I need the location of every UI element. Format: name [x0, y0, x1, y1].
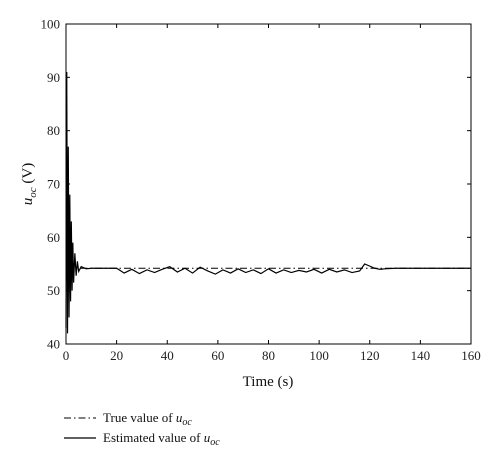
y-tick-label: 80	[47, 123, 60, 138]
legend-label-estimated: Estimated value of uoc	[103, 430, 220, 448]
axis-ticks: 0 20 40 60 80 100 120 140 160 40 50 60 70 80 90 100	[41, 17, 481, 364]
x-tick-label: 80	[262, 348, 275, 363]
y-axis-label-subscript: oc	[27, 187, 39, 198]
x-tick-label: 120	[360, 348, 380, 363]
y-tick-label: 90	[47, 70, 60, 85]
x-tick-label: 40	[161, 348, 174, 363]
legend: True value of uoc Estimated value of uoc	[64, 410, 220, 448]
x-tick-label: 100	[309, 348, 329, 363]
x-tick-label: 160	[461, 348, 481, 363]
y-tick-label: 100	[41, 17, 61, 32]
y-axis-label-symbol: u	[20, 198, 36, 206]
y-tick-label: 60	[47, 230, 60, 245]
series-layer	[65, 71, 471, 334]
y-axis-label-unit: (V)	[20, 163, 36, 188]
x-tick-label: 0	[63, 348, 70, 363]
y-tick-label: 40	[47, 337, 60, 352]
y-tick-label: 70	[47, 177, 60, 192]
x-axis-label: Time (s)	[243, 374, 294, 390]
x-tick-label: 20	[110, 348, 123, 363]
y-tick-label: 50	[47, 283, 60, 298]
legend-label-true: True value of uoc	[103, 410, 192, 428]
x-tick-label: 140	[411, 348, 431, 363]
y-axis-label: uoc (V)	[20, 163, 39, 205]
series-line-estimated	[65, 71, 471, 334]
x-tick-label: 60	[211, 348, 224, 363]
plot-frame	[65, 23, 472, 345]
